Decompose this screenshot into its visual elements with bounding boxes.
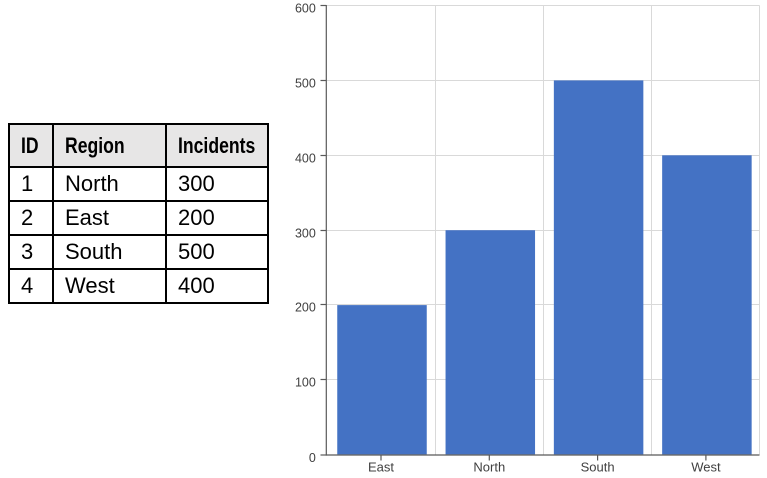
svg-text:600: 600 <box>295 2 316 16</box>
svg-text:200: 200 <box>295 301 316 315</box>
svg-text:West: West <box>691 460 721 475</box>
svg-text:0: 0 <box>309 451 316 465</box>
svg-text:100: 100 <box>295 376 316 390</box>
svg-text:500: 500 <box>295 77 316 91</box>
svg-text:North: North <box>473 460 505 475</box>
svg-text:300: 300 <box>295 227 316 241</box>
svg-text:East: East <box>368 460 394 475</box>
svg-text:South: South <box>581 460 615 475</box>
svg-text:400: 400 <box>295 152 316 166</box>
